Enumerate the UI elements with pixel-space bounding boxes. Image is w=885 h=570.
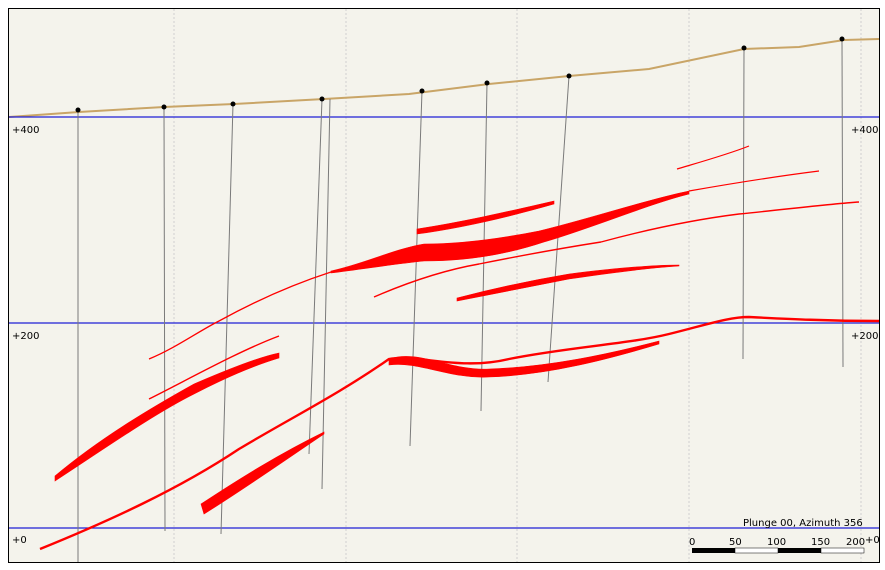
- drillhole-trace: [220, 103, 234, 535]
- collar-marker: [230, 101, 236, 107]
- scale-tick-label: 100: [767, 537, 786, 548]
- ore-lens-lower-thick: [388, 340, 660, 378]
- ore-lens-upper-thin: [676, 145, 750, 170]
- scale-tick-label: 50: [729, 537, 742, 548]
- collar-marker: [839, 36, 845, 42]
- ore-lens-left-1: [54, 352, 280, 482]
- collar-marker: [741, 45, 747, 51]
- topography-line: [9, 38, 879, 118]
- drillhole-trace: [163, 106, 166, 532]
- ore-lens-upper-main: [330, 190, 690, 274]
- collar-marker: [484, 80, 490, 86]
- elevation-lines: [9, 116, 879, 529]
- elevation-label-0-right: +0: [865, 535, 879, 546]
- collar-marker: [319, 96, 325, 102]
- collar-marker: [161, 104, 167, 110]
- scale-segment-dark: [692, 548, 735, 553]
- drillhole-trace: [742, 48, 745, 360]
- ore-lens-upper-cap: [416, 200, 555, 235]
- ore-lens-left-2: [148, 335, 280, 400]
- ore-lens-lower-main: [39, 315, 879, 551]
- collar-marker: [75, 107, 81, 113]
- ore-lens-mid-1: [373, 241, 602, 298]
- drillhole-trace: [321, 98, 331, 490]
- ore-lens-upper-tail: [688, 170, 820, 192]
- drillholes: [77, 39, 844, 562]
- plunge-azimuth-label: Plunge 00, Azimuth 356: [743, 518, 863, 529]
- scale-tick-label: 150: [811, 537, 830, 548]
- scale-segment-light: [820, 547, 865, 554]
- scale-bar: 0 50 100 150 200: [689, 537, 865, 554]
- elevation-label-200-right: +200: [851, 331, 878, 342]
- ore-lenses: [39, 145, 879, 551]
- scale-segment-dark: [778, 548, 821, 553]
- cross-section-frame: +400 +400 +200 +200 +0 +0: [8, 8, 880, 563]
- collar-marker: [566, 73, 572, 79]
- scale-tick-label: 0: [689, 537, 695, 548]
- drillhole-collars: [75, 36, 845, 113]
- scale-segment-light: [734, 547, 779, 554]
- scale-tick-label: 200: [846, 537, 865, 548]
- elevation-label-400-right: +400: [851, 125, 878, 136]
- drillhole-trace: [409, 90, 423, 447]
- ore-lens-upper-extension: [600, 201, 860, 243]
- elevation-label-0-left: +0: [12, 535, 27, 546]
- ore-lens-mid-2: [456, 264, 680, 302]
- geological-cross-section: +400 +400 +200 +200 +0 +0: [9, 9, 879, 562]
- ore-lens-upper-spread: [148, 271, 332, 360]
- drillhole-trace: [308, 98, 323, 455]
- collar-marker: [419, 88, 425, 94]
- elevation-label-200-left: +200: [12, 331, 39, 342]
- ore-lens-left-3: [200, 431, 325, 515]
- elevation-label-400-left: +400: [12, 125, 39, 136]
